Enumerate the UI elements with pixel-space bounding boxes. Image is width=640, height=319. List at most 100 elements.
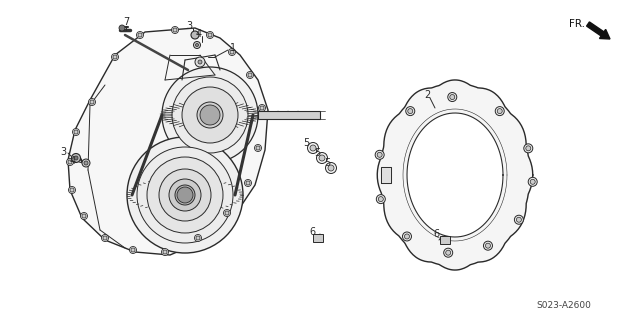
Circle shape bbox=[182, 87, 238, 143]
Circle shape bbox=[307, 143, 319, 153]
Circle shape bbox=[74, 130, 78, 134]
Circle shape bbox=[103, 236, 107, 240]
Circle shape bbox=[230, 50, 234, 54]
Circle shape bbox=[136, 32, 143, 39]
Circle shape bbox=[163, 250, 167, 254]
Circle shape bbox=[175, 185, 195, 205]
Circle shape bbox=[196, 236, 200, 240]
Circle shape bbox=[444, 248, 452, 257]
Circle shape bbox=[72, 129, 79, 136]
Circle shape bbox=[129, 247, 136, 254]
Circle shape bbox=[81, 212, 88, 219]
Circle shape bbox=[208, 33, 212, 37]
Circle shape bbox=[119, 25, 125, 31]
Circle shape bbox=[310, 145, 316, 151]
Circle shape bbox=[256, 146, 260, 150]
Text: 7: 7 bbox=[123, 17, 129, 27]
Text: 3: 3 bbox=[186, 21, 192, 31]
Text: 5: 5 bbox=[303, 138, 309, 148]
Circle shape bbox=[225, 211, 229, 215]
Circle shape bbox=[403, 232, 412, 241]
Circle shape bbox=[448, 93, 457, 101]
Circle shape bbox=[406, 107, 415, 115]
Circle shape bbox=[200, 105, 220, 125]
Polygon shape bbox=[407, 113, 503, 237]
Circle shape bbox=[246, 181, 250, 185]
Circle shape bbox=[319, 155, 325, 161]
Circle shape bbox=[82, 214, 86, 218]
Circle shape bbox=[161, 249, 168, 256]
Text: 5: 5 bbox=[324, 158, 330, 168]
Circle shape bbox=[207, 32, 214, 39]
Polygon shape bbox=[377, 80, 532, 270]
Circle shape bbox=[68, 187, 76, 194]
FancyBboxPatch shape bbox=[440, 236, 450, 244]
Circle shape bbox=[68, 160, 72, 164]
Text: 1: 1 bbox=[230, 43, 236, 53]
Circle shape bbox=[223, 210, 230, 217]
Text: S023-A2600: S023-A2600 bbox=[536, 301, 591, 310]
Text: 6: 6 bbox=[433, 229, 439, 239]
Circle shape bbox=[260, 106, 264, 110]
Circle shape bbox=[177, 187, 193, 203]
Circle shape bbox=[162, 67, 258, 163]
Circle shape bbox=[138, 33, 142, 37]
Circle shape bbox=[195, 43, 198, 47]
Circle shape bbox=[127, 137, 243, 253]
Text: 2: 2 bbox=[424, 90, 430, 100]
Circle shape bbox=[244, 180, 252, 187]
Circle shape bbox=[191, 31, 199, 39]
Circle shape bbox=[326, 162, 337, 174]
Circle shape bbox=[483, 241, 492, 250]
Circle shape bbox=[328, 165, 334, 171]
Circle shape bbox=[72, 153, 81, 162]
Circle shape bbox=[516, 217, 522, 222]
FancyArrow shape bbox=[587, 22, 610, 39]
Circle shape bbox=[84, 161, 88, 165]
Circle shape bbox=[450, 94, 455, 100]
Circle shape bbox=[530, 179, 535, 184]
Circle shape bbox=[159, 169, 211, 221]
Circle shape bbox=[74, 156, 78, 160]
Circle shape bbox=[131, 248, 135, 252]
Circle shape bbox=[515, 215, 524, 224]
Circle shape bbox=[195, 57, 205, 67]
Circle shape bbox=[408, 108, 413, 114]
Circle shape bbox=[445, 250, 451, 255]
Circle shape bbox=[70, 188, 74, 192]
Circle shape bbox=[173, 28, 177, 32]
FancyBboxPatch shape bbox=[258, 111, 320, 119]
Circle shape bbox=[172, 26, 179, 33]
Circle shape bbox=[88, 99, 95, 106]
Circle shape bbox=[495, 107, 504, 115]
Circle shape bbox=[376, 195, 385, 204]
Circle shape bbox=[172, 77, 248, 153]
Text: FR.: FR. bbox=[569, 19, 585, 29]
Circle shape bbox=[113, 55, 117, 59]
Circle shape bbox=[195, 234, 202, 241]
Circle shape bbox=[197, 102, 223, 128]
Text: 6: 6 bbox=[309, 227, 315, 237]
Text: 4: 4 bbox=[70, 156, 76, 166]
Circle shape bbox=[259, 105, 266, 112]
Circle shape bbox=[377, 152, 382, 157]
Polygon shape bbox=[68, 28, 268, 255]
Circle shape bbox=[497, 108, 502, 114]
Text: 4: 4 bbox=[196, 29, 202, 39]
Circle shape bbox=[111, 54, 118, 61]
Circle shape bbox=[137, 147, 233, 243]
Circle shape bbox=[317, 152, 328, 164]
Circle shape bbox=[90, 100, 94, 104]
FancyBboxPatch shape bbox=[313, 234, 323, 242]
Circle shape bbox=[524, 144, 532, 153]
Circle shape bbox=[169, 179, 201, 211]
Circle shape bbox=[486, 243, 490, 248]
Circle shape bbox=[404, 234, 410, 239]
Circle shape bbox=[246, 71, 253, 78]
Circle shape bbox=[193, 41, 200, 48]
Circle shape bbox=[378, 197, 383, 202]
Circle shape bbox=[528, 177, 537, 186]
Text: 3: 3 bbox=[60, 147, 66, 157]
Polygon shape bbox=[381, 167, 391, 183]
Circle shape bbox=[248, 73, 252, 77]
